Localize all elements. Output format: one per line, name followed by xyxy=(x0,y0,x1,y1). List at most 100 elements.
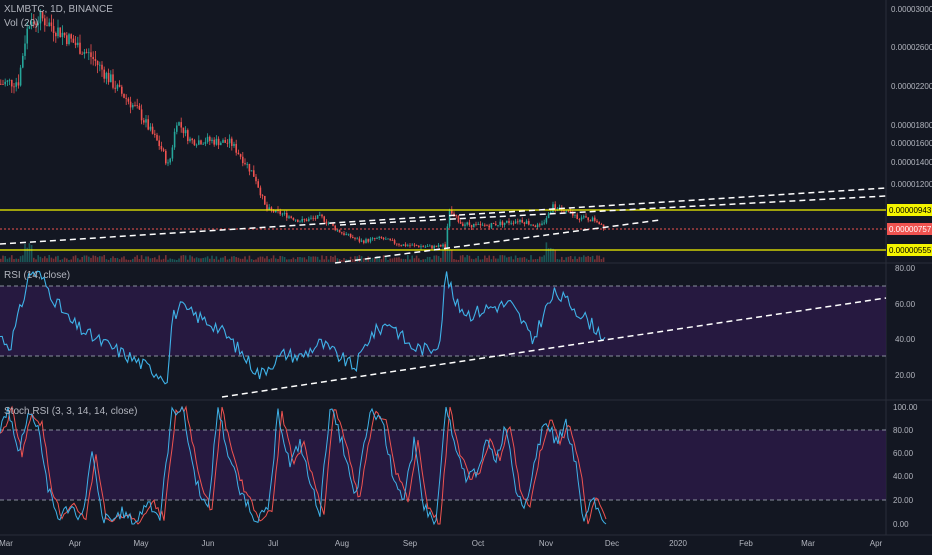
candle-body xyxy=(437,244,440,247)
volume-bar xyxy=(81,256,83,262)
volume-bar xyxy=(363,258,365,262)
candle-body xyxy=(178,122,180,126)
candle-body xyxy=(204,141,207,144)
candle-body xyxy=(583,216,585,218)
candle-body xyxy=(217,138,220,146)
volume-bar xyxy=(389,258,391,262)
candle-body xyxy=(380,236,383,238)
volume-bar xyxy=(541,256,543,262)
candle-body xyxy=(521,219,523,223)
volume-bar xyxy=(127,259,130,262)
volume-bar xyxy=(459,255,462,262)
candle-body xyxy=(213,139,215,145)
volume-bar xyxy=(145,256,147,262)
volume-bar xyxy=(123,256,125,262)
candle-body xyxy=(275,209,277,213)
volume-bar xyxy=(173,259,176,262)
candle-body xyxy=(444,244,446,248)
candle-body xyxy=(118,84,121,87)
volume-bar xyxy=(149,258,152,262)
time-tick: Jul xyxy=(268,539,278,548)
volume-bar xyxy=(187,259,189,262)
candle-body xyxy=(48,22,50,27)
volume-bar xyxy=(220,257,222,262)
candle-body xyxy=(468,222,471,225)
candle-body xyxy=(349,233,352,237)
rsi-axis[interactable]: 80.00 60.00 40.00 20.00 xyxy=(895,264,916,380)
volume-bar xyxy=(96,257,99,262)
candle-body xyxy=(220,142,222,146)
candle-body xyxy=(96,60,99,66)
volume-bar xyxy=(345,259,347,262)
volume-bar xyxy=(486,257,488,262)
volume-bar xyxy=(233,256,235,262)
candle-body xyxy=(198,140,200,145)
candle-body xyxy=(189,138,191,141)
volume-bar xyxy=(200,258,202,262)
price-axis[interactable]: 0.00003000 0.00002600 0.00002200 0.00001800… xyxy=(887,5,932,256)
candle-body xyxy=(292,217,295,220)
volume-bar xyxy=(525,258,528,262)
candle-body xyxy=(116,84,119,89)
candle-body xyxy=(215,138,218,145)
candle-body xyxy=(90,52,92,57)
volume-bar xyxy=(558,259,561,262)
volume-bar xyxy=(380,259,383,262)
candle-body xyxy=(288,216,290,218)
volume-bar xyxy=(455,259,457,262)
level-badge-support: 0.00000555 xyxy=(889,246,932,255)
candle-body xyxy=(574,214,576,216)
candle-body xyxy=(88,52,90,54)
volume-bar xyxy=(57,255,59,262)
volume-bar xyxy=(35,259,37,262)
rsi-label: RSI (14, close) xyxy=(4,270,71,281)
volume-bar xyxy=(37,255,39,262)
volume-bar xyxy=(277,258,279,262)
volume-bar xyxy=(490,259,493,262)
volume-bar xyxy=(567,256,570,262)
candle-body xyxy=(180,122,182,128)
volume-bar xyxy=(543,255,545,262)
volume-bar xyxy=(484,255,486,262)
volume-bar xyxy=(371,257,374,262)
stoch-lines-group xyxy=(0,405,607,526)
volume-bar xyxy=(382,255,385,262)
rsi-tick: 20.00 xyxy=(895,371,916,380)
candle-body xyxy=(451,209,453,214)
volume-bar xyxy=(103,255,105,262)
volume-bar xyxy=(554,249,556,262)
candle-body xyxy=(411,244,413,246)
volume-bar xyxy=(250,259,253,262)
volume-bar xyxy=(255,259,257,262)
candle-body xyxy=(162,149,165,151)
volume-bar xyxy=(61,259,64,262)
candle-body xyxy=(446,226,449,248)
volume-bar xyxy=(112,256,114,262)
candle-body xyxy=(479,224,482,226)
volume-bar xyxy=(195,257,198,262)
volume-bar xyxy=(301,257,303,262)
volume-bar xyxy=(266,256,268,262)
candle-body xyxy=(510,222,512,224)
candle-body xyxy=(59,27,61,38)
volume-bar xyxy=(264,258,266,262)
volume-bar xyxy=(110,258,112,262)
volume-bar xyxy=(15,258,17,262)
candle-body xyxy=(57,27,59,37)
volume-bar xyxy=(209,258,211,262)
candle-body xyxy=(268,207,270,210)
volume-bar xyxy=(160,259,163,262)
candle-body xyxy=(528,221,530,225)
candle-body xyxy=(473,223,475,228)
candle-body xyxy=(486,225,488,227)
candle-body xyxy=(429,245,431,247)
volume-bar xyxy=(510,256,512,262)
candle-body xyxy=(404,244,407,247)
volume-bar xyxy=(211,255,213,262)
volume-bar xyxy=(426,256,429,262)
candle-body xyxy=(552,204,554,213)
time-axis[interactable]: Mar Apr May Jun Jul Aug Sep Oct Nov Dec 2020 Feb Mar… xyxy=(0,539,883,548)
stoch-axis[interactable]: 100.00 80.00 60.00 40.00 20.00 0.00 xyxy=(893,403,918,529)
rsi-tick: 60.00 xyxy=(895,300,916,309)
